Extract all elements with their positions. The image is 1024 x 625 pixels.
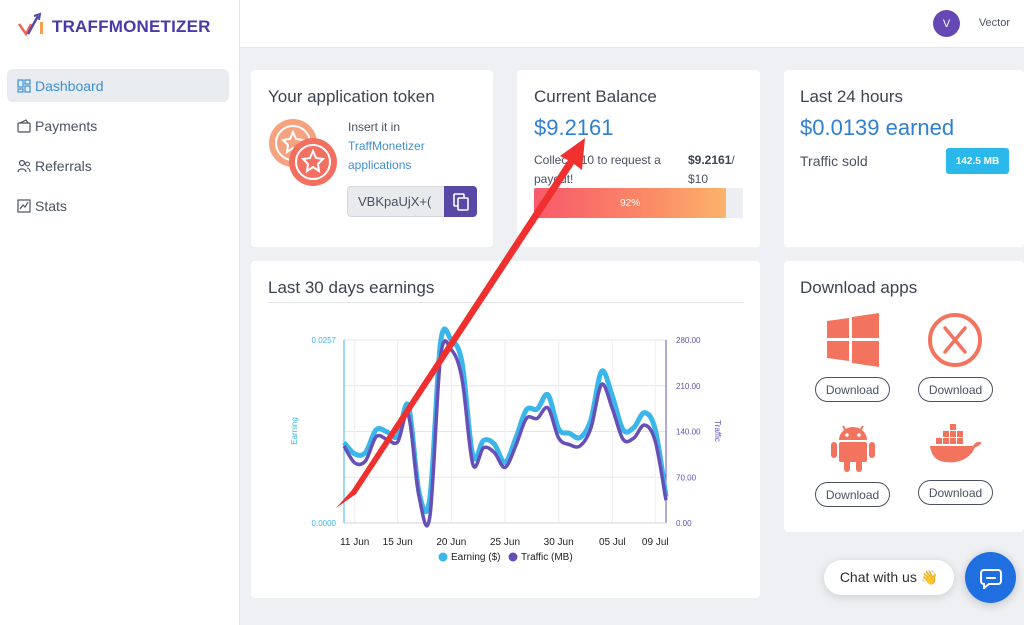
x-tick-label: 20 Jun [436, 537, 466, 548]
y-tick-right: 70.00 [676, 473, 697, 482]
copy-icon [452, 192, 469, 211]
traffic-sold-label: Traffic sold [800, 153, 868, 169]
application-token-card: Your application token Insert it in Traf… [251, 70, 493, 247]
chart-icon [17, 198, 31, 213]
download-docker-button[interactable]: Download [918, 480, 993, 505]
y-tick-left: 0.0000 [312, 519, 337, 528]
sidebar: TRAFFMONETIZER Dashboard Payments Referr… [0, 0, 240, 625]
progress-fill: 92% [534, 188, 727, 218]
download-apps-card: Download apps Download Download Download [784, 261, 1024, 532]
sidebar-item-label: Payments [35, 117, 98, 134]
progress-label: 92% [620, 197, 641, 209]
sidebar-item-stats[interactable]: Stats [7, 189, 229, 222]
card-title: Current Balance [534, 87, 657, 106]
top-bar: V Vector [240, 0, 1024, 48]
chat-bubble-icon [979, 568, 1002, 589]
coins-icon [269, 119, 337, 186]
collect-value: $9.2161 [688, 153, 732, 167]
x-tick-label: 09 Jul [642, 537, 669, 548]
insert-text: Insert it in [348, 120, 401, 134]
x-tick-label: 15 Jun [383, 537, 413, 548]
android-icon [831, 425, 875, 472]
collect-progress-text: $9.2161/ $10 [688, 151, 748, 189]
collect-target: / $10 [688, 153, 735, 186]
y-tick-left: 0.0257 [312, 336, 337, 345]
users-icon [17, 159, 31, 172]
chat-button[interactable] [965, 552, 1016, 603]
legend-label: Earning ($) [451, 552, 500, 563]
sidebar-item-dashboard[interactable]: Dashboard [7, 69, 229, 102]
windows-icon [827, 313, 879, 367]
sidebar-item-payments[interactable]: Payments [7, 109, 229, 142]
y-tick-right: 280.00 [676, 336, 701, 345]
sidebar-nav: Dashboard Payments Referrals Stats [7, 69, 229, 229]
card-title: Download apps [800, 278, 918, 297]
chat-with-us-label[interactable]: Chat with us 👋 [824, 560, 954, 595]
x-tick-label: 30 Jun [544, 537, 574, 548]
applications-link[interactable]: TraffMonetizer applications [348, 139, 425, 172]
sidebar-item-label: Referrals [35, 157, 92, 174]
macos-icon [928, 313, 982, 367]
card-title: Your application token [268, 87, 435, 106]
x-tick-label: 25 Jun [490, 537, 520, 548]
card-title: Last 24 hours [800, 87, 904, 106]
logo-icon [17, 12, 43, 37]
traffic-badge: 142.5 MB [946, 148, 1009, 174]
avatar[interactable]: V [933, 10, 960, 37]
brand-name: TRAFFMONETIZER [52, 17, 211, 36]
current-balance-card: Current Balance $9.2161 Collect $10 to r… [517, 70, 760, 247]
logo[interactable]: TRAFFMONETIZER [16, 10, 211, 44]
earned-amount: $0.0139 earned [800, 115, 955, 140]
y-axis-title-right: Traffic [713, 420, 722, 442]
sidebar-item-referrals[interactable]: Referrals [7, 149, 229, 182]
legend-swatch-earning [438, 552, 448, 562]
earnings-chart[interactable]: 0.00 70.00 140.00 210.00 280.00 11 Jun 15 Jun 2… [251, 261, 760, 598]
download-macos-button[interactable]: Download [918, 377, 993, 402]
y-axis-title-left: Earning [290, 417, 299, 445]
x-tick-label: 05 Jul [599, 537, 626, 548]
y-tick-right: 0.00 [676, 519, 692, 528]
sidebar-item-label: Dashboard [35, 77, 104, 94]
wallet-icon [17, 118, 31, 133]
copy-token-button[interactable] [444, 186, 477, 217]
download-android-button[interactable]: Download [815, 482, 890, 507]
collect-text: Collect $10 to request a payout! [534, 153, 661, 186]
insert-instructions: Insert it in TraffMonetizer applications [348, 118, 468, 175]
legend-swatch-traffic [508, 552, 518, 562]
balance-amount: $9.2161 [534, 115, 614, 140]
user-name[interactable]: Vector [978, 17, 1010, 29]
token-field[interactable]: VBKpaUjX+( [347, 186, 445, 217]
payout-progress-bar: 92% [534, 188, 743, 218]
sidebar-item-label: Stats [35, 197, 67, 214]
x-tick-label: 11 Jun [340, 537, 369, 548]
y-tick-right: 210.00 [676, 382, 701, 391]
docker-icon [930, 424, 982, 463]
earnings-chart-card: Last 30 days earnings 0.00 70.00 140.00 210… [251, 261, 760, 598]
legend-label: Traffic (MB) [521, 552, 573, 563]
dashboard-icon [17, 78, 31, 93]
download-windows-button[interactable]: Download [815, 377, 890, 402]
last-24-hours-card: Last 24 hours $0.0139 earned Traffic sol… [784, 70, 1024, 247]
y-tick-right: 140.00 [676, 428, 701, 437]
